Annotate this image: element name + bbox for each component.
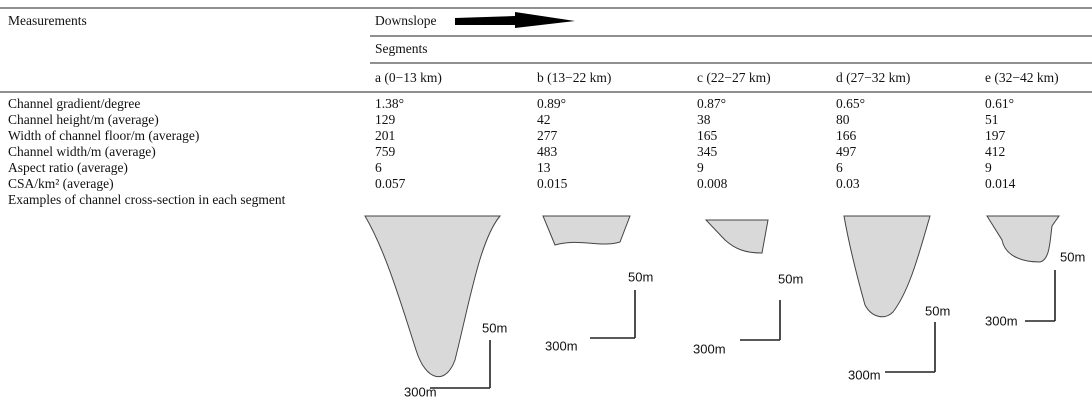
cell: 0.03 — [836, 176, 860, 191]
scale-label: 300m — [545, 338, 578, 353]
cell: 42 — [537, 112, 551, 127]
row-label: Channel height/m (average) — [8, 112, 159, 127]
scale-label: 300m — [985, 313, 1018, 328]
scale-label: 300m — [693, 341, 726, 356]
column-header: d (27−32 km) — [836, 70, 910, 85]
cross-section — [986, 215, 1060, 263]
stub-header: Measurements — [8, 13, 87, 28]
row-label: CSA/km² (average) — [8, 176, 114, 191]
scale-label: 50m — [778, 271, 803, 286]
cell: 51 — [985, 112, 999, 127]
cell: 0.87° — [697, 96, 726, 111]
cell: 165 — [697, 128, 718, 143]
cross-section — [364, 215, 502, 378]
row-label: Width of channel floor/m (average) — [8, 128, 199, 143]
scale-label: 50m — [628, 269, 653, 284]
cell: 0.65° — [836, 96, 865, 111]
cell: 345 — [697, 144, 718, 159]
cell: 9 — [985, 160, 992, 175]
cell: 6 — [836, 160, 843, 175]
row-label: Channel gradient/degree — [8, 96, 140, 111]
scale-label: 50m — [925, 303, 950, 318]
scale-label: 50m — [1060, 249, 1085, 264]
cell: 759 — [375, 144, 396, 159]
cell: 13 — [537, 160, 551, 175]
cell: 483 — [537, 144, 558, 159]
cell: 129 — [375, 112, 396, 127]
cell: 9 — [697, 160, 704, 175]
row-label: Channel width/m (average) — [8, 144, 156, 159]
cell: 0.014 — [985, 176, 1016, 191]
cell: 412 — [985, 144, 1005, 159]
column-header: b (13−22 km) — [537, 70, 611, 85]
cell: 277 — [537, 128, 558, 143]
scale-label: 50m — [482, 320, 507, 335]
cell: 497 — [836, 144, 857, 159]
cell: 0.61° — [985, 96, 1014, 111]
column-header: a (0−13 km) — [375, 70, 442, 85]
cell: 197 — [985, 128, 1006, 143]
cell: 0.057 — [375, 176, 406, 191]
cell: 6 — [375, 160, 382, 175]
column-header: c (22−27 km) — [697, 70, 771, 85]
segments-label: Segments — [375, 41, 428, 56]
cross-section — [704, 219, 769, 254]
cell: 80 — [836, 112, 850, 127]
cell: 0.008 — [697, 176, 728, 191]
cell: 1.38° — [375, 96, 404, 111]
row-label: Aspect ratio (average) — [8, 160, 128, 175]
downslope-label: Downslope — [375, 13, 437, 28]
cross-section — [843, 215, 931, 318]
cell: 0.89° — [537, 96, 566, 111]
cell: 201 — [375, 128, 395, 143]
row-label: Examples of channel cross-section in eac… — [8, 192, 286, 207]
scale-label: 300m — [848, 367, 881, 382]
cross-section — [542, 215, 631, 246]
downslope-arrow — [455, 12, 575, 28]
cell: 38 — [697, 112, 711, 127]
cell: 0.015 — [537, 176, 568, 191]
cell: 166 — [836, 128, 857, 143]
column-header: e (32−42 km) — [985, 70, 1059, 85]
scale-label: 300m — [404, 384, 437, 399]
